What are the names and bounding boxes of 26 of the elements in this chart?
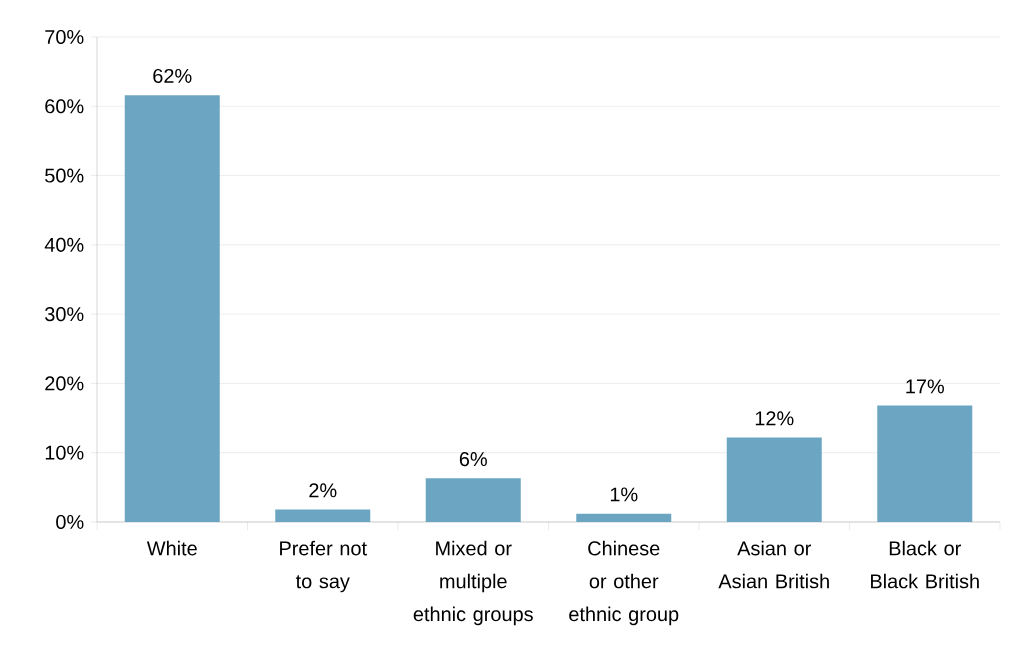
bar [124,95,220,522]
y-tick-label: 70% [45,29,84,45]
data-label: 6% [459,452,487,467]
y-tick-label: 20% [45,376,84,391]
y-tick-label: 10% [45,445,84,460]
bar [576,513,672,522]
data-label: 2% [309,483,337,498]
data-label: 12% [755,411,794,426]
y-tick-label: 40% [44,237,84,252]
data-label: 17% [906,379,944,394]
bar [726,437,822,522]
data-label: 62% [153,68,192,83]
x-tick-label: Mixed or multiple ethnic groups [413,540,533,626]
x-tick-label: Chinese or other ethnic group [569,540,679,626]
y-tick-label: 0% [56,514,84,530]
y-tick-label: 60% [45,99,84,114]
bar [877,405,973,522]
data-label: 1% [610,487,638,502]
x-tick-label: White [146,540,197,556]
x-tick-label: Black or Black British [871,540,979,589]
x-tick-label: Asian or Asian British [718,540,829,589]
x-tick-label: Prefer not to say [280,540,367,593]
bar [425,478,521,522]
bar [275,509,371,522]
y-tick-label: 30% [45,307,84,322]
y-tick-label: 50% [45,168,84,183]
